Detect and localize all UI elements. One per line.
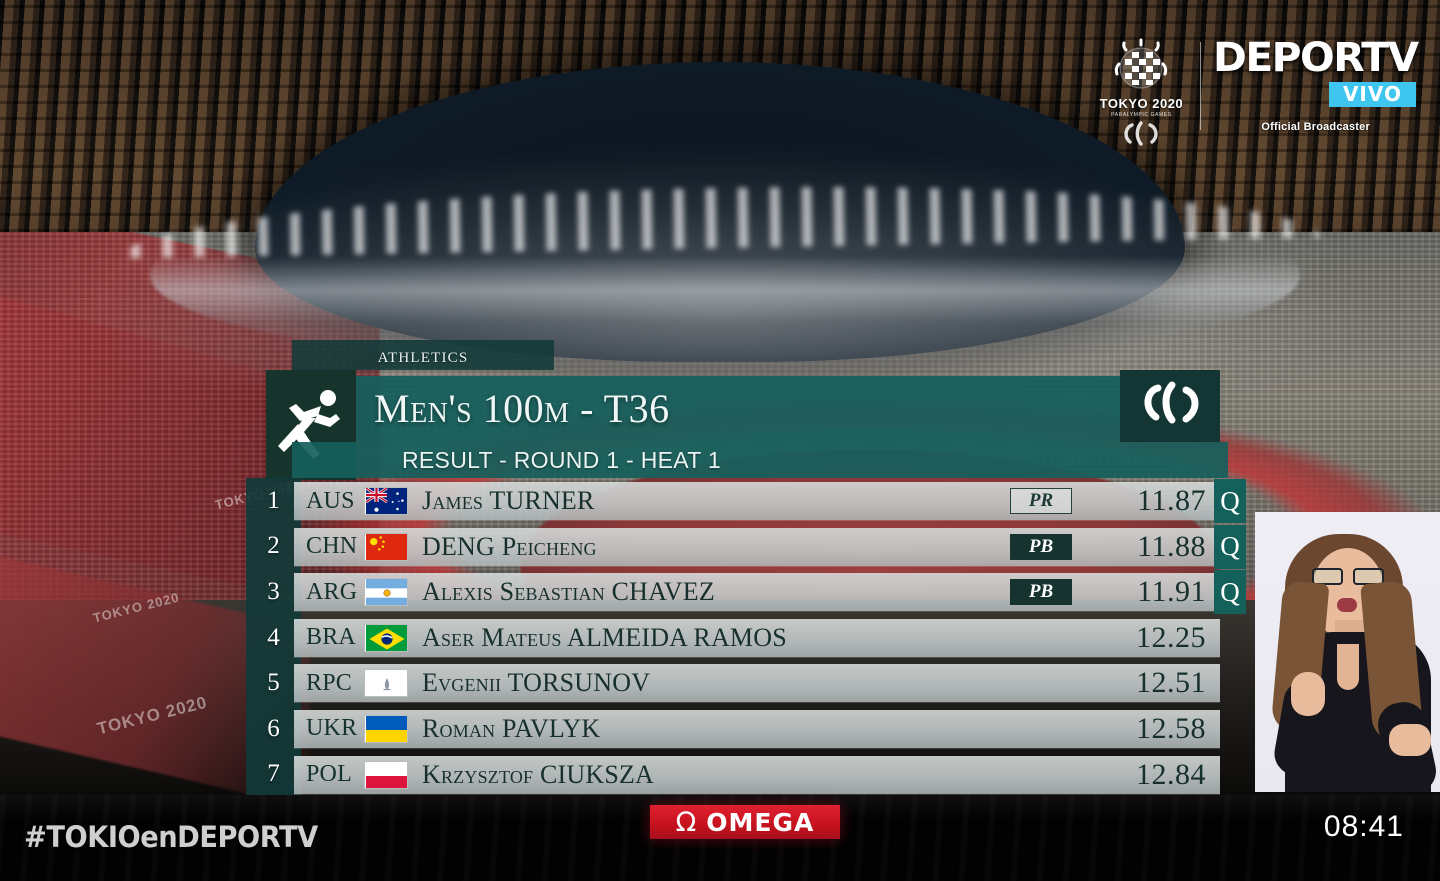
athlete-name: DENG Peicheng xyxy=(422,531,597,561)
qualify-badge: Q xyxy=(1214,570,1246,615)
noc-code: UKR xyxy=(306,715,358,742)
mark-badge: PR xyxy=(1010,488,1072,514)
omega-wordmark: OMEGA xyxy=(706,807,815,837)
event-title: Men's 100m - T36 xyxy=(374,386,670,431)
interpreter-neckline xyxy=(1337,644,1359,690)
result-time: 12.25 xyxy=(1136,620,1206,654)
flag-argentina-icon xyxy=(364,578,408,607)
flag-poland-icon xyxy=(364,760,408,789)
hashtag-label: #TOKIOenDEPORTV xyxy=(24,820,318,854)
paralympic-agitos-icon xyxy=(1134,381,1206,432)
interpreter-right-hand xyxy=(1389,724,1431,756)
result-time: 11.87 xyxy=(1137,484,1206,517)
mark-badge: PB xyxy=(1010,579,1072,606)
result-time: 12.84 xyxy=(1136,757,1206,791)
interpreter-mouth xyxy=(1337,598,1357,612)
rank-value: 4 xyxy=(267,623,280,651)
rank-cell: 5 xyxy=(246,660,301,706)
agitos-badge xyxy=(1120,370,1220,442)
rank-cell: 2 xyxy=(246,523,301,570)
rank-value: 5 xyxy=(267,669,280,697)
flag-rpc-icon xyxy=(364,669,408,698)
results-table: 1 AUS James TURNER PR 11.87 Q 2 CHN DENG… xyxy=(246,478,1256,798)
sport-tab: Athletics xyxy=(292,340,554,370)
table-row[interactable]: 4 BRA Aser Mateus ALMEIDA RAMOS 12.25 xyxy=(246,614,1256,661)
rank-value: 3 xyxy=(267,577,280,605)
result-time: 11.88 xyxy=(1137,529,1206,563)
broadcast-logo-bar: TOKYO 2020 PARALYMPIC GAMES DEPORTV VIVO… xyxy=(1092,35,1420,147)
athlete-row-body: RPC Evgenii TORSUNOV 12.51 xyxy=(294,664,1220,703)
athlete-row-body: CHN DENG Peicheng PB 11.88 xyxy=(294,527,1220,566)
result-time: 11.91 xyxy=(1137,575,1206,609)
logo-divider xyxy=(1200,42,1202,130)
athlete-row-body: POL Krzysztof CIUKSZA 12.84 xyxy=(294,755,1220,794)
rank-cell: 7 xyxy=(246,751,301,798)
noc-code: BRA xyxy=(306,624,356,651)
rank-value: 2 xyxy=(267,532,280,560)
noc-code: POL xyxy=(306,761,352,788)
flag-brazil-icon xyxy=(364,623,408,652)
qualify-label: Q xyxy=(1220,576,1240,607)
athlete-row-body: BRA Aser Mateus ALMEIDA RAMOS 12.25 xyxy=(294,618,1220,657)
athlete-name: Krzysztof CIUKSZA xyxy=(422,759,655,789)
rank-cell: 6 xyxy=(246,705,301,752)
athlete-name: Evgenii TORSUNOV xyxy=(422,668,651,698)
athlete-row-body: UKR Roman PAVLYK 12.58 xyxy=(294,709,1220,748)
omega-symbol-icon: Ω xyxy=(675,806,697,838)
event-subtitle: RESULT - ROUND 1 - HEAT 1 xyxy=(402,446,721,473)
omega-timing-logo: Ω OMEGA xyxy=(650,805,840,839)
event-subtitle-bar: RESULT - ROUND 1 - HEAT 1 xyxy=(292,442,1228,478)
tokyo-2020-label: TOKYO 2020 xyxy=(1099,96,1184,111)
live-badge: VIVO xyxy=(1328,82,1416,107)
rank-value: 7 xyxy=(267,760,280,788)
athlete-row-body: AUS James TURNER PR 11.87 xyxy=(294,482,1220,520)
rank-cell: 1 xyxy=(246,478,301,524)
athlete-name: James TURNER xyxy=(422,486,595,515)
table-row[interactable]: 2 CHN DENG Peicheng PB 11.88 Q xyxy=(246,523,1256,570)
athlete-name: Alexis Sebastian CHAVEZ xyxy=(422,577,715,607)
noc-code: ARG xyxy=(306,578,358,605)
event-title-bar: Men's 100m - T36 xyxy=(356,376,1120,442)
noc-code: RPC xyxy=(306,669,352,696)
flag-ukraine-icon xyxy=(364,714,408,743)
noc-code: AUS xyxy=(306,487,355,514)
qualify-label: Q xyxy=(1220,531,1240,562)
athlete-name: Aser Mateus ALMEIDA RAMOS xyxy=(422,622,787,652)
qualify-label: Q xyxy=(1220,485,1240,516)
mark-badge: PB xyxy=(1010,533,1072,560)
result-time: 12.58 xyxy=(1136,711,1206,745)
table-row[interactable]: 1 AUS James TURNER PR 11.87 Q xyxy=(246,478,1256,524)
official-broadcaster-label: Official Broadcaster xyxy=(1261,121,1370,133)
flag-australia-icon xyxy=(364,487,408,515)
paralympic-games-label: PARALYMPIC GAMES xyxy=(1111,112,1172,118)
noc-code: CHN xyxy=(306,533,358,560)
athlete-name: Roman PAVLYK xyxy=(422,713,601,743)
table-row[interactable]: 5 RPC Evgenii TORSUNOV 12.51 xyxy=(246,660,1256,706)
result-time: 12.51 xyxy=(1136,666,1206,700)
flag-china-icon xyxy=(364,532,408,561)
deportv-wordmark: DEPORTV xyxy=(1213,35,1419,81)
paralympic-agitos-icon xyxy=(1119,121,1163,147)
tokyo-2020-emblem: TOKYO 2020 PARALYMPIC GAMES xyxy=(1092,38,1200,147)
clock: 08:41 xyxy=(1323,810,1404,843)
athlete-row-body: ARG Alexis Sebastian CHAVEZ PB 11.91 xyxy=(294,573,1220,612)
qualify-badge: Q xyxy=(1214,479,1246,523)
qualify-badge: Q xyxy=(1214,524,1246,569)
rank-cell: 4 xyxy=(246,614,301,661)
table-row[interactable]: 3 ARG Alexis Sebastian CHAVEZ PB 11.91 Q xyxy=(246,569,1256,615)
rank-value: 1 xyxy=(267,486,280,514)
rank-value: 6 xyxy=(267,714,280,742)
harmonized-chequered-emblem-icon xyxy=(1110,38,1172,94)
interpreter-left-hand xyxy=(1291,672,1325,716)
sport-label: Athletics xyxy=(377,342,469,367)
table-row[interactable]: 7 POL Krzysztof CIUKSZA 12.84 xyxy=(246,751,1256,798)
table-row[interactable]: 6 UKR Roman PAVLYK 12.58 xyxy=(246,705,1256,752)
interpreter-glasses-icon xyxy=(1311,568,1385,585)
rank-cell: 3 xyxy=(246,569,301,615)
sign-language-interpreter-inset xyxy=(1255,512,1440,792)
channel-logo: DEPORTV VIVO Official Broadcaster xyxy=(1213,35,1419,133)
